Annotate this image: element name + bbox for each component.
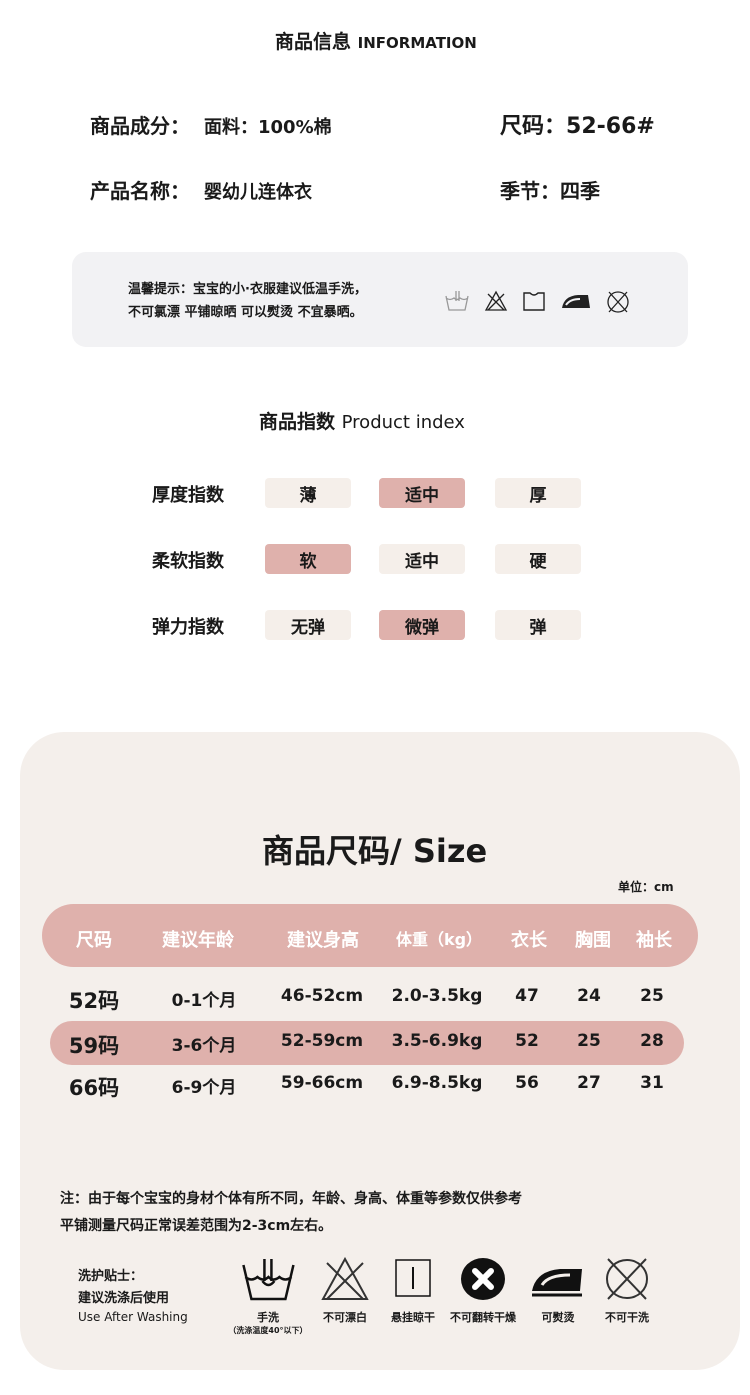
size-table-cell: 6.9-8.5kg: [391, 1073, 483, 1093]
note-line-1: 注：由于每个宝宝的身材个体有所不同，年龄、身高、体重等参数仅供参考: [60, 1191, 522, 1207]
softness-label: 柔软指数: [152, 551, 224, 572]
size-row-label: 59码: [68, 1034, 120, 1058]
no-dry-clean-icon: [606, 1258, 648, 1300]
care-label: 悬挂晾干: [391, 1311, 435, 1324]
size-table-cell: 6-9个月: [171, 1078, 237, 1098]
tip-line-1: 温馨提示：宝宝的小·衣服建议低温手洗，: [128, 282, 367, 297]
size-table-cell: 25: [640, 986, 664, 1006]
size-table-cell: 3-6个月: [171, 1036, 237, 1056]
season-label: 季节：: [500, 179, 560, 203]
size-value: 52-66#: [566, 114, 655, 139]
size-table-cell: 52: [515, 1031, 539, 1051]
size-table-cell: 59-66cm: [280, 1073, 364, 1093]
size-table-cell: 25: [577, 1031, 601, 1051]
index-title: 商品指数 Product index: [259, 407, 465, 434]
care-tips: 洗护贴士： 建议洗涤后使用 Use After Washing: [78, 1266, 188, 1328]
softness-option-selected: 软: [265, 544, 351, 574]
size-table-cell: 46-52cm: [280, 986, 364, 1006]
product-name: 产品名称： 婴幼儿连体衣: [90, 175, 312, 204]
thickness-label: 厚度指数: [152, 485, 224, 506]
flat-dry-icon: [523, 292, 545, 311]
composition-label: 商品成分：: [90, 114, 190, 138]
header-chest: 胸围: [575, 930, 611, 951]
care-label: 可熨烫: [541, 1311, 575, 1324]
size-table-cell: 47: [515, 986, 539, 1006]
care-iron: 可熨烫: [530, 1257, 586, 1325]
iron-icon: [562, 295, 590, 308]
size-table-cell: 0-1个月: [171, 991, 237, 1011]
size-label: 尺码：: [500, 114, 567, 139]
name-value: 婴幼儿连体衣: [204, 182, 312, 203]
header-weight: 体重（kg）: [395, 930, 483, 949]
iron-icon: [532, 1269, 582, 1297]
thickness-option: 厚: [495, 478, 581, 508]
care-tip-box: 温馨提示：宝宝的小·衣服建议低温手洗， 不可氯漂 平铺晾晒 可以熨烫 不宜暴晒。: [72, 252, 688, 347]
care-no-tumble-dry: 不可翻转干燥: [450, 1257, 516, 1325]
care-sublabel: （洗涤温度40°以下）: [228, 1326, 308, 1335]
info-title-en: INFORMATION: [357, 34, 477, 52]
composition: 商品成分： 面料：100%棉: [90, 110, 332, 139]
season: 季节：四季: [500, 175, 600, 204]
no-bleach-icon: [484, 290, 508, 311]
thickness-option-selected: 适中: [379, 478, 465, 508]
care-label: 手洗: [256, 1311, 279, 1324]
header-length: 衣长: [511, 930, 547, 951]
elasticity-label: 弹力指数: [152, 617, 224, 638]
size-table-cell: 52-59cm: [280, 1031, 364, 1051]
elasticity-option: 弹: [495, 610, 581, 640]
size-range: 尺码：52-66#: [500, 108, 655, 140]
softness-option: 适中: [379, 544, 465, 574]
season-value: 四季: [560, 179, 600, 203]
unit-label: 单位：cm: [618, 880, 674, 894]
composition-value: 面料：100%棉: [204, 117, 332, 138]
size-note: 注：由于每个宝宝的身材个体有所不同，年龄、身高、体重等参数仅供参考 平铺测量尺码正…: [60, 1186, 522, 1240]
hand-wash-icon: [241, 1259, 295, 1301]
care-hang-dry: 悬挂晾干: [391, 1257, 435, 1325]
header-height: 建议身高: [287, 930, 359, 951]
care-hand-wash: 手洗 （洗涤温度40°以下）: [228, 1257, 308, 1336]
care-label: 不可翻转干燥: [450, 1311, 516, 1324]
hang-dry-icon: [395, 1259, 431, 1297]
thickness-option: 薄: [265, 478, 351, 508]
size-table-cell: 24: [577, 986, 601, 1006]
care-line-3: Use After Washing: [78, 1310, 188, 1324]
softness-option: 硬: [495, 544, 581, 574]
no-bleach-icon: [321, 1256, 369, 1300]
size-table-cell: 27: [577, 1073, 601, 1093]
size-table-cell: 28: [640, 1031, 664, 1051]
no-tumble-dry-icon: [461, 1258, 505, 1300]
index-title-cn: 商品指数: [259, 411, 336, 433]
size-title: 商品尺码/ Size: [262, 832, 488, 870]
elasticity-option-selected: 微弹: [379, 610, 465, 640]
hand-wash-icon: [445, 291, 469, 311]
care-no-dry-clean: 不可干洗: [604, 1257, 650, 1325]
care-label: 不可漂白: [323, 1311, 367, 1324]
info-title-cn: 商品信息: [275, 31, 352, 53]
size-table-header: 尺码 建议年龄 建议身高 体重（kg） 衣长 胸围 袖长: [42, 904, 698, 967]
size-table-cell: 2.0-3.5kg: [391, 986, 483, 1006]
tip-line-2: 不可氯漂 平铺晾晒 可以熨烫 不宜暴晒。: [128, 305, 363, 320]
header-age: 建议年龄: [162, 930, 234, 951]
name-label: 产品名称：: [90, 179, 190, 203]
header-sleeve: 袖长: [636, 930, 672, 951]
size-row-label: 66码: [68, 1076, 120, 1100]
highlighted-row-bg: [50, 1021, 684, 1065]
index-title-en: Product index: [341, 412, 465, 433]
care-no-bleach: 不可漂白: [321, 1256, 369, 1325]
header-size: 尺码: [76, 930, 112, 951]
no-dry-clean-icon: [607, 291, 629, 313]
care-label: 不可干洗: [605, 1311, 649, 1324]
size-table-cell: 3.5-6.9kg: [391, 1031, 483, 1051]
size-table-cell: 31: [640, 1073, 664, 1093]
care-line-2: 建议洗涤后使用: [78, 1291, 170, 1306]
care-title: 洗护贴士：: [78, 1269, 144, 1284]
elasticity-option: 无弹: [265, 610, 351, 640]
size-table-cell: 56: [515, 1073, 539, 1093]
note-line-2: 平铺测量尺码正常误差范围为2-3cm左右。: [60, 1218, 333, 1234]
info-title: 商品信息 INFORMATION: [275, 27, 477, 54]
size-row-label: 52码: [68, 989, 120, 1013]
